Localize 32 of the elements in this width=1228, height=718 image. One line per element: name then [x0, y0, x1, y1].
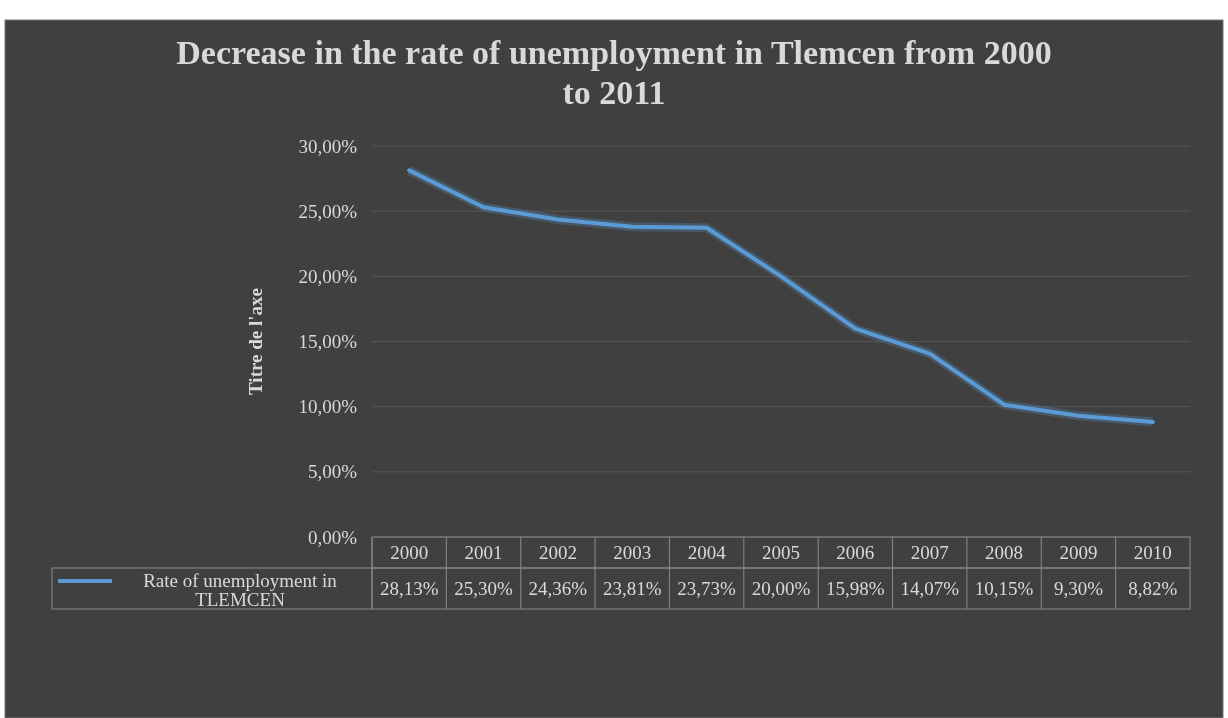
data-label: 28,13% [379, 578, 439, 599]
x-tick-label: 2009 [1059, 542, 1098, 563]
y-axis-title: Titre de l'axe [245, 288, 266, 395]
x-tick-label: 2010 [1133, 542, 1172, 563]
y-tick-label: 30,00% [298, 135, 358, 157]
data-label: 25,30% [454, 578, 514, 599]
x-tick-label: 2006 [836, 542, 875, 563]
x-tick-label: 2007 [910, 542, 949, 563]
x-tick-label: 2005 [762, 542, 800, 563]
y-tick-label: 5,00% [307, 461, 358, 483]
legend-label: Rate of unemployment in TLEMCEN [143, 570, 338, 610]
data-label: 14,07% [900, 578, 960, 599]
chart-title: Decrease in the rate of unemployment in Tlemcen from 2000 to 2011 [176, 34, 1052, 111]
data-label: 8,82% [1128, 578, 1178, 599]
x-tick-label: 2002 [538, 542, 577, 563]
data-label: 23,73% [677, 578, 737, 599]
y-tick-label: 15,00% [298, 331, 358, 353]
data-label: 20,00% [751, 578, 811, 599]
data-label: 9,30% [1053, 578, 1104, 599]
y-tick-label: 25,00% [298, 200, 358, 222]
y-tick-label: 10,00% [298, 396, 358, 418]
data-label: 23,81% [602, 578, 662, 599]
x-tick-label: 2008 [985, 542, 1024, 563]
x-tick-label: 2001 [464, 542, 503, 563]
y-tick-label: 20,00% [298, 265, 358, 287]
y-tick-label: 0,00% [307, 526, 358, 548]
data-label: 15,98% [826, 578, 885, 599]
x-tick-label: 2004 [687, 542, 727, 563]
x-tick-label: 2000 [390, 542, 429, 563]
data-label: 10,15% [974, 578, 1034, 599]
x-tick-label: 2003 [613, 542, 652, 563]
data-label: 24,36% [528, 578, 588, 599]
